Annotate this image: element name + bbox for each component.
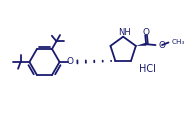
Text: CH₃: CH₃ bbox=[171, 39, 185, 45]
Text: O: O bbox=[67, 58, 74, 66]
Text: O: O bbox=[142, 28, 149, 37]
Text: NH: NH bbox=[118, 28, 130, 37]
Polygon shape bbox=[136, 43, 146, 46]
Text: HCl: HCl bbox=[140, 64, 156, 74]
Text: O: O bbox=[158, 41, 165, 50]
